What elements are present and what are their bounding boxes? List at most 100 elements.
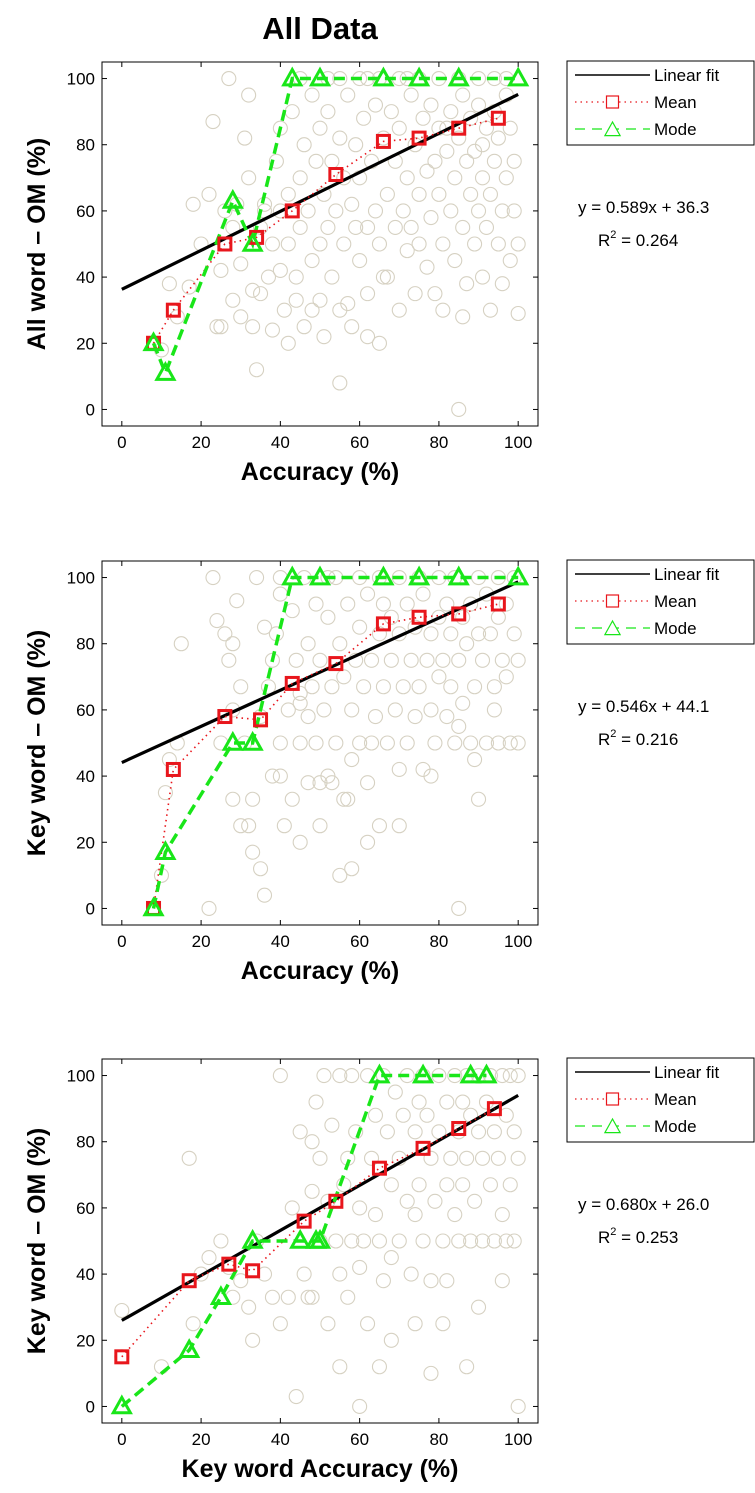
scatter-point (510, 652, 526, 668)
scatter-point (494, 276, 510, 292)
legend-mode-marker (603, 619, 622, 636)
scatter-point (256, 887, 273, 903)
scatter-point (451, 718, 467, 735)
scatter-point (308, 1094, 324, 1110)
scatter-point (272, 262, 288, 279)
mode-marker (411, 1063, 435, 1084)
mean-marker (217, 236, 233, 252)
scatter-point (340, 296, 356, 312)
mean-marker (296, 1213, 312, 1229)
scatter-point (474, 1233, 491, 1249)
scatter-point (300, 636, 316, 652)
scatter-point (470, 791, 487, 807)
scatter-point (447, 735, 463, 751)
scatter-point (332, 375, 348, 391)
mode-marker (142, 331, 165, 352)
fit-equation: y = 0.680x + 26.0 R2 = 0.253 (578, 1195, 709, 1247)
y-tick-label: 60 (76, 701, 95, 720)
scatter-point (360, 1316, 376, 1332)
mean-marker (371, 1160, 387, 1176)
scatter-point (482, 302, 498, 318)
scatter-point (340, 1289, 356, 1305)
scatter-point (344, 702, 360, 718)
scatter-point (336, 791, 352, 807)
scatter-point (340, 596, 356, 612)
x-axis-label: Key word Accuracy (%) (182, 1455, 459, 1483)
scatter-point (344, 861, 360, 877)
scatter-point (276, 302, 292, 318)
x-tick-label: 60 (350, 932, 369, 951)
scatter-point (427, 1193, 443, 1209)
scatter-point (245, 319, 261, 335)
scatter-point (387, 219, 403, 236)
y-tick-label: 80 (76, 136, 95, 155)
mean-marker (221, 1256, 237, 1272)
mode-marker (241, 1228, 264, 1249)
scatter-point (455, 1094, 471, 1110)
scatter-point (312, 652, 328, 668)
mean-marker (415, 1140, 431, 1156)
scatter-point (419, 259, 435, 275)
scatter-point (510, 735, 526, 751)
chart-panel-2: 0 20 40 60 80 100 0 20 40 60 80 100 Accuracy (%) Key … (23, 559, 755, 985)
mode-marker (372, 66, 395, 87)
scatter-point (415, 110, 431, 126)
scatter-point (371, 626, 388, 642)
scatter-point (288, 292, 304, 308)
r-squared-prefix: R (598, 730, 610, 749)
scatter-point (308, 153, 324, 169)
scatter-point (201, 186, 217, 202)
scatter-point (360, 286, 376, 302)
mean-marker (375, 616, 391, 632)
scatter-point (229, 593, 245, 609)
scatter-point (486, 153, 502, 169)
scatter-point (292, 685, 308, 701)
scatter-point (383, 1332, 399, 1348)
scatter-point (252, 286, 269, 302)
scatter-point (241, 170, 257, 186)
chart-panel-1: 0 20 40 60 80 100 0 20 40 60 80 100 Accuracy (%) All … (23, 60, 755, 486)
scatter-point (415, 1233, 431, 1249)
scatter-point (256, 619, 273, 635)
y-axis-label: Key word – OM (%) (23, 630, 51, 856)
r-squared: R2 = 0.253 (598, 1226, 678, 1247)
scatter-point (399, 243, 415, 259)
scatter-point (221, 652, 237, 668)
x-tick-label: 80 (429, 433, 448, 452)
scatter-point (459, 276, 475, 292)
mean-marker (328, 167, 344, 183)
scatter-point (423, 1365, 439, 1381)
scatter-point (431, 609, 447, 625)
scatter-point (478, 735, 495, 751)
scatter-point (308, 735, 324, 751)
scatter-point (312, 292, 328, 308)
scatter-point (455, 1177, 471, 1193)
x-tick-label: 40 (271, 433, 290, 452)
r-squared: R2 = 0.216 (598, 728, 678, 749)
scatter-point (391, 818, 407, 834)
scatter-point (280, 702, 296, 718)
scatter-point (233, 309, 249, 325)
fit-equation: y = 0.589x + 36.3 R2 = 0.264 (578, 198, 709, 250)
mode-marker (507, 66, 530, 87)
scatter-point (213, 319, 229, 335)
x-tick-label: 80 (429, 1430, 448, 1449)
scatter-point (292, 170, 308, 186)
scatter-point (423, 209, 439, 226)
scatter-point (356, 679, 372, 695)
scatter-point (399, 170, 415, 186)
scatter-point (371, 335, 388, 351)
scatter-point (225, 636, 241, 652)
scatter-point (435, 302, 451, 318)
scatter-point (221, 70, 237, 87)
scatter-point (312, 775, 328, 791)
y-tick-label: 80 (76, 635, 95, 654)
scatter-point (399, 596, 415, 612)
scatter-point (213, 262, 229, 279)
legend-mean-marker (605, 95, 620, 109)
scatter-point (383, 652, 399, 668)
scatter-point (201, 1249, 217, 1266)
mode-marker (142, 896, 165, 917)
plot-content (121, 66, 530, 418)
scatter-point (340, 791, 356, 807)
